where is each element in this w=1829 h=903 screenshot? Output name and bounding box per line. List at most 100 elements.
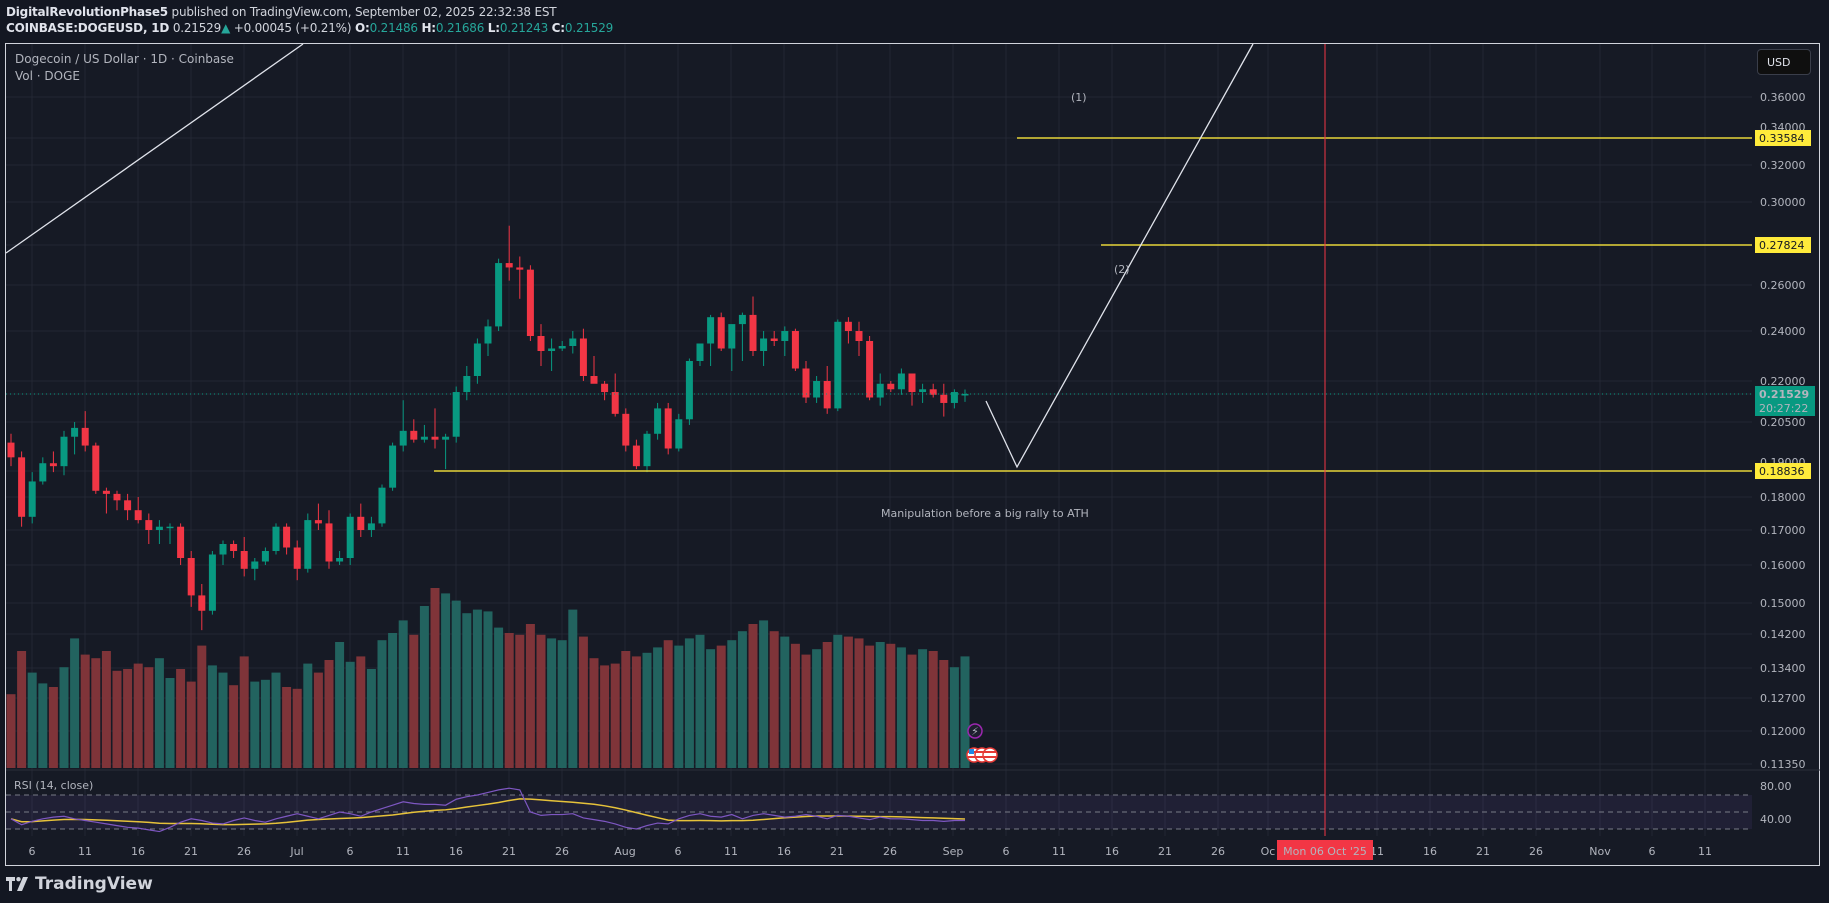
volume-bar (843, 636, 853, 768)
candle-body (7, 442, 15, 458)
date-axis-label: Nov (1589, 845, 1611, 858)
candle-body (145, 520, 153, 530)
candle-body (601, 383, 609, 393)
last-price: 0.21529 (172, 21, 222, 35)
candle-body (177, 526, 185, 558)
price-axis-label: 0.12700 (1760, 692, 1806, 705)
volume-bar (80, 654, 90, 768)
volume-bar (165, 678, 175, 768)
candle-body (367, 523, 375, 530)
volume-bar (250, 681, 260, 768)
candle-body (18, 457, 26, 517)
flag-stripe (984, 751, 996, 753)
volume-bar (6, 694, 16, 768)
volume-bar (472, 609, 482, 768)
trend-line[interactable] (5, 43, 304, 254)
price-tag-level (1755, 463, 1811, 479)
rsi-line (10, 787, 965, 833)
chart-legend: Dogecoin / US Dollar · 1D · Coinbase Vol… (15, 52, 234, 86)
high-label: H: (421, 21, 436, 35)
candle-body (378, 487, 386, 524)
candle-body (71, 427, 79, 437)
date-axis-label: 26 (237, 845, 251, 858)
candle-body (738, 314, 746, 325)
candle-body (728, 324, 736, 349)
volume-bar (547, 638, 557, 768)
candle-body (950, 392, 958, 403)
volume-bar (780, 636, 790, 768)
candle-body (283, 526, 291, 548)
candle-body (961, 393, 969, 396)
volume-bar (663, 640, 673, 768)
candle-body (526, 269, 534, 336)
volume-bar (91, 658, 101, 768)
candle-body (357, 516, 365, 530)
price-axis-label: 0.12000 (1760, 725, 1806, 738)
volume-bar (48, 687, 58, 768)
symbol-title[interactable]: Dogecoin / US Dollar · 1D · Coinbase (15, 52, 234, 66)
lightning-event-icon[interactable] (967, 723, 983, 739)
author-name[interactable]: DigitalRevolutionPhase5 (6, 5, 168, 19)
us-flag-event-icon[interactable] (982, 747, 998, 763)
candle-body (844, 321, 852, 331)
volume-legend[interactable]: Vol · DOGE (15, 69, 80, 83)
volume-bar (631, 656, 641, 768)
volume-bar (610, 663, 620, 768)
high-value: 0.21686 (435, 21, 485, 35)
volume-bar (377, 640, 387, 768)
volume-bar (176, 669, 186, 768)
candle-body (717, 317, 725, 349)
volume-bar (748, 624, 758, 768)
date-axis-label: 16 (1105, 845, 1119, 858)
candle-body (251, 561, 259, 569)
date-axis-label: 21 (184, 845, 198, 858)
date-axis-label: 16 (1423, 845, 1437, 858)
candle-body (81, 427, 89, 446)
volume-bar (229, 685, 239, 768)
volume-bar (907, 654, 917, 768)
date-axis-label: 21 (1158, 845, 1172, 858)
volume-bar (239, 656, 249, 768)
volume-bar (483, 611, 493, 768)
volume-bar (727, 640, 737, 768)
candle-body (537, 336, 545, 351)
volume-bar (271, 672, 281, 768)
candle-body (643, 433, 651, 467)
volume-bar (186, 681, 196, 768)
volume-bar (218, 672, 228, 768)
price-change: +0.00045 (+0.21%) (233, 21, 352, 35)
candle-body (622, 413, 630, 446)
date-axis-label: 16 (131, 845, 145, 858)
date-axis-label: 6 (29, 845, 36, 858)
projection-path[interactable] (985, 43, 1254, 469)
volume-bar (345, 661, 355, 768)
volume-bar (769, 631, 779, 768)
date-axis-label: 26 (555, 845, 569, 858)
current-price-tag (1755, 386, 1815, 416)
volume-bar (716, 645, 726, 768)
volume-bar (366, 669, 376, 768)
volume-bar (949, 667, 959, 768)
volume-bar (674, 645, 684, 768)
up-triangle-icon: ▲ (221, 21, 231, 35)
candle-body (897, 373, 905, 390)
volume-bar (17, 651, 27, 768)
candle-body (198, 595, 206, 611)
volume-bar (790, 643, 800, 768)
volume-bar (419, 606, 429, 768)
volume-bar (324, 660, 334, 768)
candle-body (876, 383, 884, 398)
volume-bar (197, 645, 207, 768)
candle-body (802, 368, 810, 398)
tradingview-logo[interactable]: TradingView (6, 874, 153, 894)
current-price-value: 0.21529 (1759, 388, 1809, 401)
volume-bar (886, 643, 896, 768)
price-axis-label: 0.20500 (1760, 416, 1806, 429)
currency-button[interactable]: USD (1757, 49, 1811, 75)
rsi-axis-label: 80.00 (1760, 780, 1792, 793)
candle-body (505, 263, 513, 268)
date-axis-label: 11 (1052, 845, 1066, 858)
date-axis-label: 6 (347, 845, 354, 858)
rsi-axis-label: 40.00 (1760, 813, 1792, 826)
